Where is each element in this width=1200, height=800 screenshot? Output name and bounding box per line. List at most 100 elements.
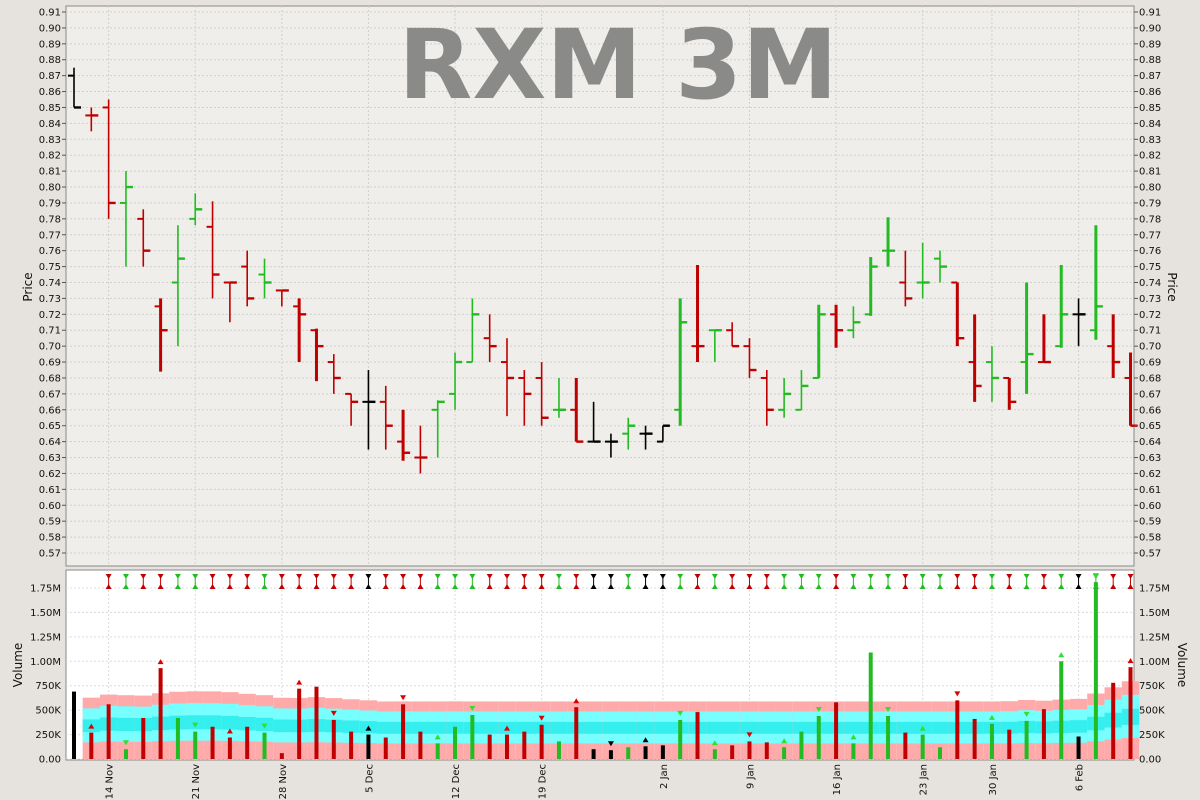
volume-tick-label-left: 1.75M bbox=[30, 584, 61, 595]
price-tick-label-left: 0.82 bbox=[39, 151, 61, 162]
signal-marker-up bbox=[590, 574, 597, 579]
volume-signal-marker bbox=[122, 740, 129, 746]
volume-tick-label-left: 1.50M bbox=[30, 608, 61, 619]
signal-marker-down bbox=[296, 584, 303, 589]
price-tick-label-right: 0.68 bbox=[1139, 373, 1161, 384]
volume-bar bbox=[799, 731, 804, 759]
volume-bar bbox=[539, 724, 544, 759]
volume-tick-label-left: 750K bbox=[35, 681, 61, 692]
volume-bar bbox=[816, 716, 821, 759]
signal-marker-up bbox=[296, 574, 303, 579]
volume-band-core bbox=[602, 721, 620, 734]
volume-tick-label-right: 1.75M bbox=[1139, 584, 1170, 595]
price-tick-label-right: 0.73 bbox=[1139, 294, 1161, 305]
price-tick-label-left: 0.62 bbox=[39, 469, 61, 480]
price-tick-label-left: 0.76 bbox=[39, 246, 61, 257]
date-tick-label: 16 Jan bbox=[832, 764, 843, 795]
signal-marker-up bbox=[1058, 574, 1065, 579]
volume-bar bbox=[1093, 582, 1098, 759]
price-tick-label-right: 0.65 bbox=[1139, 421, 1161, 432]
signal-marker-up bbox=[417, 574, 424, 579]
price-tick-label-right: 0.59 bbox=[1139, 517, 1161, 528]
volume-bar bbox=[608, 750, 613, 759]
signal-marker-down bbox=[590, 584, 597, 589]
price-tick-label-right: 0.89 bbox=[1139, 39, 1161, 50]
price-tick-label-right: 0.66 bbox=[1139, 405, 1161, 416]
price-tick-label-left: 0.79 bbox=[39, 198, 61, 209]
price-tick-label-left: 0.64 bbox=[39, 437, 61, 448]
signal-marker-down bbox=[244, 584, 251, 589]
signal-marker-up bbox=[573, 574, 580, 579]
signal-marker-up bbox=[157, 574, 164, 579]
volume-signal-marker bbox=[573, 698, 580, 704]
price-tick-label-right: 0.88 bbox=[1139, 55, 1161, 66]
signal-marker-up bbox=[486, 574, 493, 579]
signal-marker-up bbox=[833, 574, 840, 579]
price-tick-label-left: 0.80 bbox=[39, 183, 61, 194]
volume-band-core bbox=[723, 721, 741, 734]
volume-band-core bbox=[896, 721, 915, 734]
price-tick-label-right: 0.58 bbox=[1139, 533, 1161, 544]
volume-signal-marker bbox=[919, 725, 926, 731]
price-tick-label-left: 0.60 bbox=[39, 501, 61, 512]
date-tick-label: 12 Dec bbox=[451, 764, 462, 799]
volume-bar bbox=[470, 715, 475, 759]
price-tick-label-right: 0.83 bbox=[1139, 135, 1161, 146]
volume-band-core bbox=[775, 721, 793, 734]
signal-marker-up bbox=[140, 574, 147, 579]
volume-band-core bbox=[1000, 721, 1018, 734]
price-tick-label-left: 0.88 bbox=[39, 55, 61, 66]
volume-tick-label-right: 500K bbox=[1139, 706, 1165, 717]
volume-bar bbox=[868, 652, 873, 759]
signal-marker-down bbox=[226, 584, 233, 589]
signal-marker-up bbox=[226, 574, 233, 579]
volume-bar bbox=[401, 704, 406, 759]
volume-bar bbox=[193, 731, 198, 759]
signal-marker-down bbox=[1040, 584, 1047, 589]
volume-signal-marker bbox=[850, 734, 857, 740]
volume-band-core bbox=[411, 721, 430, 734]
signal-marker-up bbox=[798, 574, 805, 579]
signal-marker-up bbox=[105, 574, 112, 579]
signal-marker-up bbox=[1075, 574, 1082, 579]
signal-marker-up bbox=[209, 574, 216, 579]
signal-marker-down bbox=[192, 584, 199, 589]
price-tick-label-right: 0.63 bbox=[1139, 453, 1161, 464]
signal-marker-down bbox=[469, 584, 476, 589]
volume-bar bbox=[695, 712, 700, 759]
signal-marker-down bbox=[850, 584, 857, 589]
volume-band-core bbox=[792, 721, 811, 734]
price-tick-label-right: 0.82 bbox=[1139, 151, 1161, 162]
volume-bar bbox=[556, 741, 561, 759]
price-tick-label-right: 0.80 bbox=[1139, 183, 1161, 194]
signal-marker-down bbox=[954, 584, 961, 589]
signal-marker-down bbox=[417, 584, 424, 589]
signal-marker-up bbox=[659, 574, 666, 579]
signal-marker-down bbox=[763, 584, 770, 589]
volume-bar bbox=[834, 702, 839, 759]
volume-band-core bbox=[740, 721, 759, 734]
signal-marker-down bbox=[815, 584, 822, 589]
volume-bar bbox=[660, 745, 665, 759]
signal-marker-up bbox=[1110, 574, 1117, 579]
volume-signal-marker bbox=[504, 725, 510, 731]
signal-marker-up bbox=[244, 574, 251, 579]
volume-band-core bbox=[844, 721, 863, 734]
volume-bar bbox=[435, 743, 440, 759]
signal-marker-up bbox=[694, 574, 701, 579]
volume-band-core bbox=[654, 721, 672, 734]
volume-signal-marker bbox=[88, 723, 95, 729]
signal-marker-up bbox=[365, 574, 372, 579]
volume-bar bbox=[1024, 720, 1029, 759]
signal-marker-down bbox=[625, 584, 632, 589]
signal-marker-down bbox=[729, 584, 736, 589]
volume-tick-label-left: 1.00M bbox=[30, 657, 61, 668]
signal-marker-down bbox=[988, 584, 995, 589]
signal-marker-down bbox=[971, 584, 978, 589]
signal-marker-up bbox=[122, 574, 129, 579]
price-tick-label-left: 0.58 bbox=[39, 533, 61, 544]
signal-marker-up bbox=[607, 574, 614, 579]
price-tick-label-right: 0.62 bbox=[1139, 469, 1161, 480]
price-tick-label-left: 0.61 bbox=[39, 485, 61, 496]
volume-bar bbox=[487, 734, 492, 759]
